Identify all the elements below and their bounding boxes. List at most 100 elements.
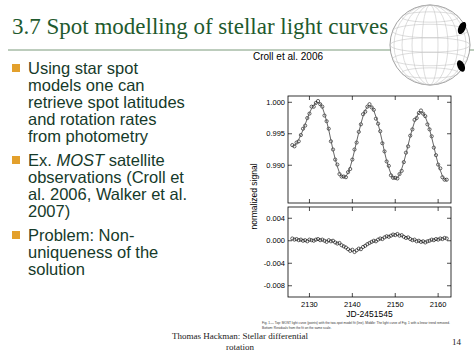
- sphere-meridian: [412, 5, 448, 85]
- y-tick-label: -0.008: [264, 281, 285, 290]
- data-point: [381, 237, 384, 240]
- x-tick: [438, 207, 439, 211]
- x-tick: [395, 293, 396, 297]
- bullet-line: uniqueness of the: [28, 243, 158, 261]
- model-line: [292, 102, 446, 181]
- data-point: [398, 234, 401, 237]
- x-tick-label: 2130: [301, 300, 318, 309]
- page-number: 14: [452, 337, 462, 347]
- data-point: [329, 240, 332, 243]
- figure-caption: Bottom: Residuals from the fit on the sa…: [262, 326, 332, 330]
- data-point: [415, 240, 418, 243]
- data-point: [331, 239, 334, 242]
- data-point: [346, 248, 349, 251]
- x-tick: [438, 293, 439, 297]
- data-point: [293, 238, 296, 241]
- x-tick: [352, 96, 353, 100]
- y-tick: [447, 165, 451, 166]
- y-tick: [288, 165, 292, 166]
- data-point: [385, 235, 388, 238]
- bullet-marker: [12, 231, 20, 239]
- data-point: [379, 237, 382, 240]
- data-marks: [291, 99, 449, 181]
- data-point: [306, 240, 309, 243]
- data-point: [325, 240, 328, 243]
- data-point: [426, 240, 429, 243]
- bullet-line: 2007): [28, 202, 70, 220]
- y-tick: [447, 263, 451, 264]
- x-tick: [438, 199, 439, 203]
- sphere-meridian: [402, 5, 458, 85]
- star-spot: [456, 21, 468, 36]
- chart-panel: 1.0000.9950.990normalized signal: [249, 96, 451, 230]
- data-point: [404, 236, 407, 239]
- bullet-text-run: MOST: [56, 151, 106, 169]
- bullet-marker: [12, 64, 20, 72]
- bullet-line: and rotation rates: [28, 110, 156, 128]
- data-marks: [291, 232, 449, 253]
- y-tick: [288, 133, 292, 134]
- y-tick-label: 0.000: [266, 236, 285, 245]
- bullet-line: models one can: [28, 76, 145, 94]
- data-point: [391, 233, 394, 236]
- data-point: [434, 237, 437, 240]
- data-point: [336, 242, 339, 245]
- spot-sphere: [390, 5, 470, 85]
- x-tick: [309, 96, 310, 100]
- y-tick-label: 0.004: [266, 214, 285, 223]
- bullet-line: al. 2006, Walker et al.: [28, 185, 187, 203]
- x-tick-label: 2150: [387, 300, 404, 309]
- plot-frame: [288, 207, 451, 297]
- y-tick: [288, 102, 292, 103]
- footer-text: rotation: [226, 342, 254, 352]
- data-point: [400, 234, 403, 237]
- data-point: [314, 238, 317, 241]
- data-point: [355, 249, 358, 252]
- y-tick-label: 1.000: [266, 98, 285, 107]
- slide-title: 3.7 Spot modelling of stellar light curv…: [12, 14, 388, 39]
- figure-caption: Fig. 1.— Top: MOST light curve (points) …: [262, 321, 450, 325]
- data-point: [411, 239, 414, 242]
- data-point: [308, 238, 311, 241]
- x-tick: [309, 207, 310, 211]
- y-tick: [447, 240, 451, 241]
- x-tick: [352, 207, 353, 211]
- bullet-line: retrieve spot latitudes: [28, 93, 185, 111]
- data-point: [297, 239, 300, 242]
- y-tick: [447, 218, 451, 219]
- y-tick-label: -0.004: [264, 259, 285, 268]
- data-point: [301, 239, 304, 242]
- bullet-line: Using star spot: [28, 59, 138, 77]
- bullet-line: from photometry: [28, 127, 149, 145]
- data-point: [357, 247, 360, 250]
- plot-frame: [288, 96, 451, 203]
- bullet-text-run: satellite: [104, 151, 165, 169]
- bullet-line: Problem: Non-: [28, 226, 134, 244]
- data-point: [372, 239, 375, 242]
- data-point: [374, 240, 377, 243]
- sphere-meridian: [422, 5, 438, 85]
- y-tick: [288, 263, 292, 264]
- data-point: [364, 244, 367, 247]
- slide: 3.7 Spot modelling of stellar light curv…: [0, 0, 474, 355]
- x-tick-label: 2160: [430, 300, 447, 309]
- x-tick: [352, 199, 353, 203]
- data-point: [443, 236, 446, 239]
- x-tick: [395, 199, 396, 203]
- data-point: [445, 237, 448, 240]
- data-point: [344, 246, 347, 249]
- chart-panel: 2130 2140 2150 2160 0.004 0.000 -0.004 -0.008 JD…: [264, 207, 451, 319]
- star-spot: [455, 59, 466, 73]
- y-tick: [288, 240, 292, 241]
- x-axis-label: JD-2451545: [346, 309, 393, 319]
- x-tick: [438, 96, 439, 100]
- data-point: [413, 238, 416, 241]
- x-tick-label: 2140: [344, 300, 361, 309]
- sphere-outline: [390, 5, 470, 85]
- data-point: [430, 238, 433, 241]
- x-tick: [352, 293, 353, 297]
- data-point: [353, 250, 356, 253]
- x-tick: [395, 96, 396, 100]
- data-point: [396, 232, 399, 235]
- y-tick-label: 0.990: [266, 161, 285, 170]
